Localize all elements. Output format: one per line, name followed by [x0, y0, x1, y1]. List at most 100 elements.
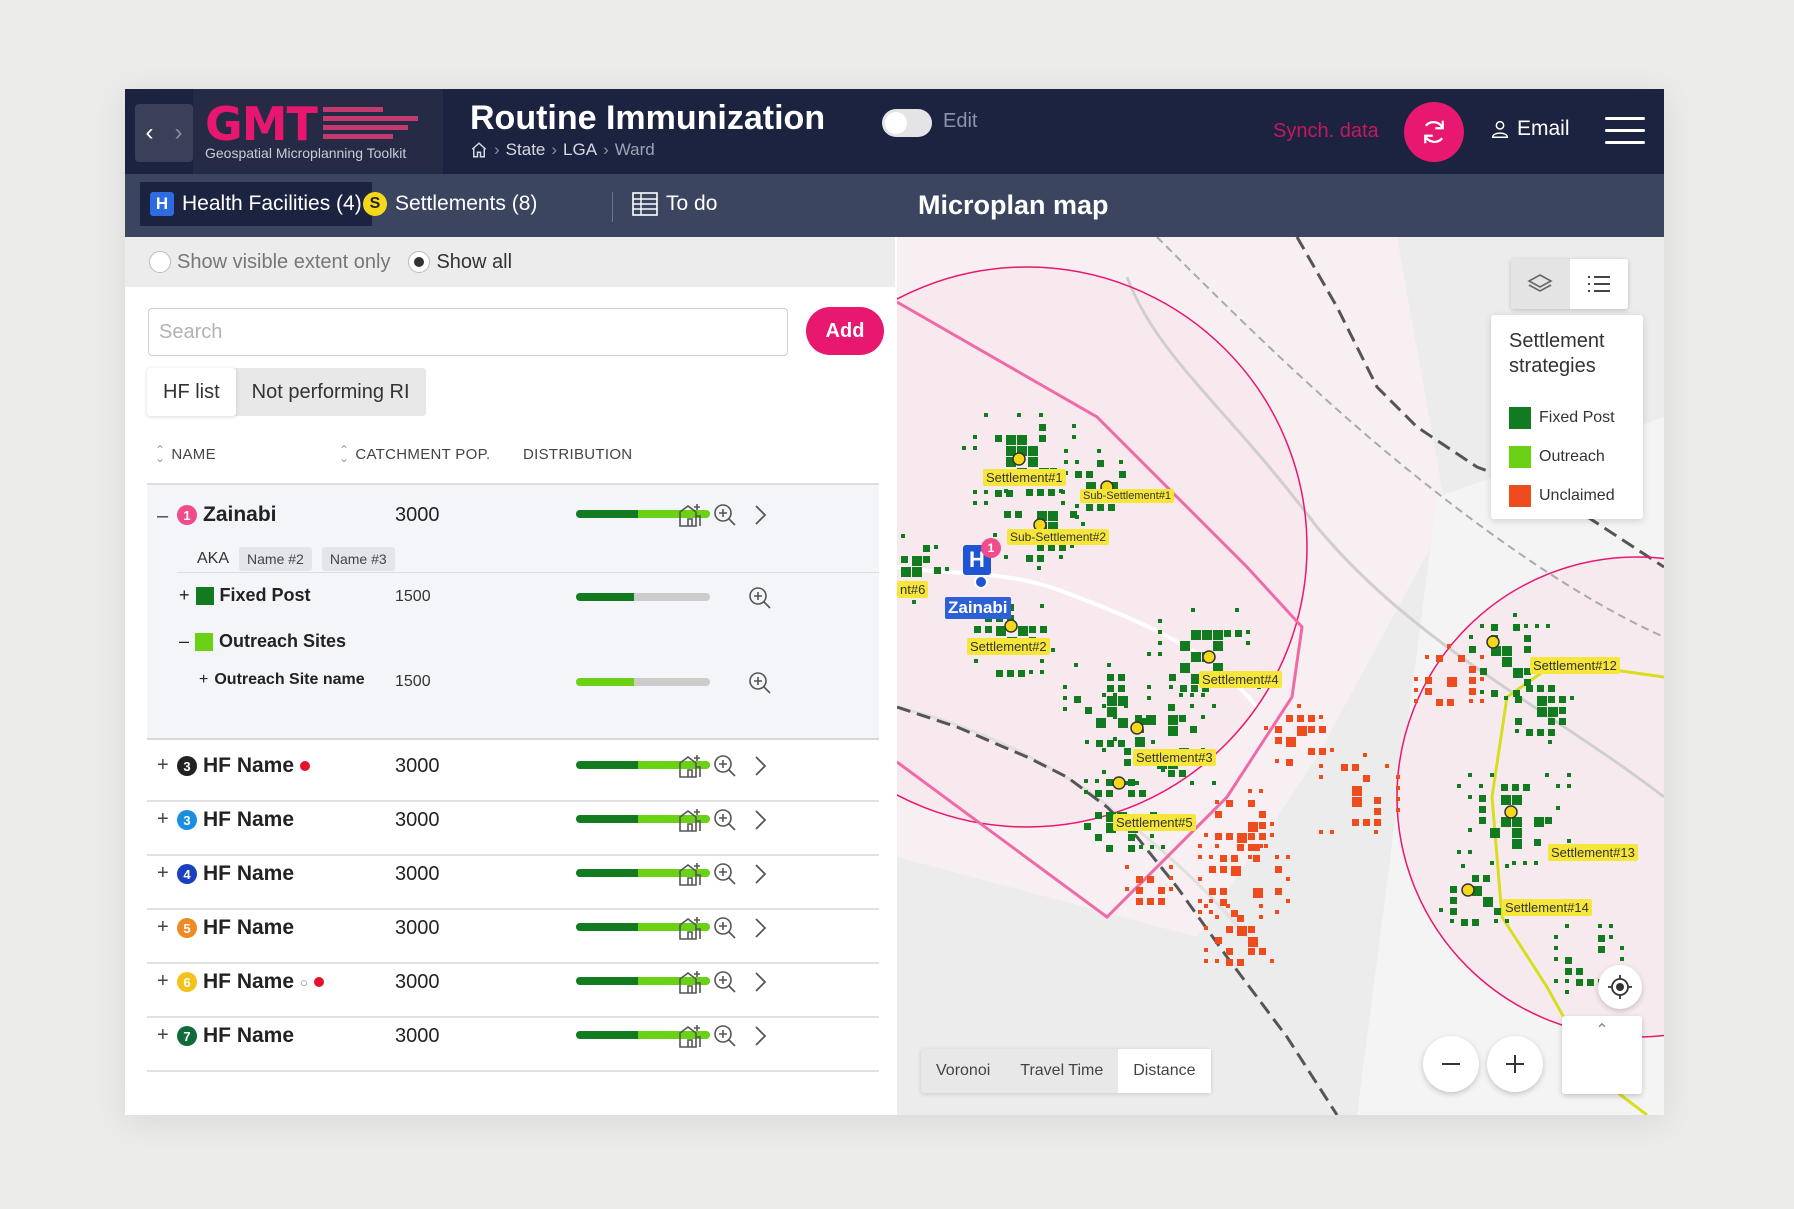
map-label-selected[interactable]: Zainabi	[945, 597, 1011, 619]
user-menu[interactable]: Email	[1489, 117, 1570, 141]
tab-settlements[interactable]: S Settlements (8)	[353, 182, 547, 226]
forward-arrow-icon[interactable]: ›	[174, 119, 183, 146]
map-label[interactable]: Settlement#1	[983, 469, 1066, 486]
back-arrow-icon[interactable]: ‹	[145, 119, 154, 146]
table-row-expanded[interactable]: – 1 Zainabi 3000 AKA Name #2 Name #3 + F…	[147, 485, 879, 740]
tab-health-facilities[interactable]: H Health Facilities (4)	[140, 182, 372, 226]
settlement-centroid-icon[interactable]	[1012, 452, 1026, 466]
breadcrumb-state[interactable]: State	[505, 140, 546, 159]
map-label[interactable]: Settlement#12	[1530, 657, 1620, 674]
expand-icon[interactable]: +	[157, 916, 169, 938]
layers-button[interactable]	[1511, 259, 1570, 309]
settlement-centroid-icon[interactable]	[1112, 776, 1126, 790]
chevron-right-icon[interactable]	[747, 807, 773, 833]
facility-house-icon[interactable]	[677, 807, 703, 833]
table-row[interactable]: +5 HF Name 3000	[147, 902, 879, 964]
settlement-cell	[1501, 784, 1508, 791]
chevron-right-icon[interactable]	[747, 753, 773, 779]
zoom-in-icon[interactable]	[712, 1023, 738, 1049]
expand-panel-button[interactable]: ⌃	[1562, 1016, 1642, 1094]
zoom-in-icon[interactable]	[712, 861, 738, 887]
settlement-cell	[1226, 959, 1233, 966]
facility-house-icon[interactable]	[677, 1023, 703, 1049]
chevron-right-icon[interactable]	[747, 861, 773, 887]
settlement-centroid-icon[interactable]	[1486, 635, 1500, 649]
settlement-centroid-icon[interactable]	[1130, 721, 1144, 735]
table-row[interactable]: +7 HF Name 3000	[147, 1010, 879, 1072]
expand-icon[interactable]: +	[179, 585, 190, 605]
chevron-right-icon[interactable]	[747, 969, 773, 995]
search-input[interactable]	[148, 308, 788, 356]
map-label[interactable]: Settlement#13	[1548, 844, 1638, 861]
map-label[interactable]: Sub-Settlement#1	[1080, 489, 1175, 503]
zoom-in-button[interactable]	[1487, 1036, 1543, 1092]
chevron-right-icon[interactable]	[747, 915, 773, 941]
facility-house-icon[interactable]	[677, 753, 703, 779]
facility-house-icon[interactable]	[677, 969, 703, 995]
settlement-cell	[1598, 924, 1602, 928]
table-row[interactable]: +3 HF Name 3000	[147, 794, 879, 856]
zoom-in-icon[interactable]	[712, 753, 738, 779]
facility-number-badge: 5	[177, 918, 197, 938]
tab-todo[interactable]: To do	[622, 182, 727, 226]
breadcrumb-lga[interactable]: LGA	[563, 140, 598, 159]
locate-button[interactable]	[1598, 965, 1642, 1009]
column-name[interactable]: ⌃ ⌄ NAME	[155, 443, 216, 465]
facility-house-icon[interactable]	[677, 502, 703, 528]
column-catchment[interactable]: ⌃ ⌄ CATCHMENT POP.	[339, 443, 491, 465]
zoom-in-icon[interactable]	[747, 670, 773, 696]
mode-distance[interactable]: Distance	[1118, 1049, 1211, 1093]
zoom-in-icon[interactable]	[712, 969, 738, 995]
map-label[interactable]: Settlement#14	[1502, 899, 1592, 916]
settlement-centroid-icon[interactable]	[1202, 650, 1216, 664]
radio-show-all[interactable]: Show all	[408, 251, 512, 274]
collapse-icon[interactable]: –	[179, 631, 190, 651]
fixed-post-row[interactable]: + Fixed Post	[179, 585, 311, 606]
facility-house-icon[interactable]	[677, 915, 703, 941]
collapse-icon[interactable]: –	[157, 505, 169, 527]
zoom-in-icon[interactable]	[712, 807, 738, 833]
legend-button[interactable]	[1569, 259, 1628, 309]
hamburger-menu-icon[interactable]	[1605, 117, 1645, 147]
logo[interactable]: GMT Geospatial Microplanning Toolkit	[193, 89, 443, 174]
chevron-right-icon[interactable]	[747, 502, 773, 528]
segment-hf-list[interactable]: HF list	[147, 368, 236, 416]
expand-icon[interactable]: +	[199, 671, 209, 688]
map-view[interactable]: Settlement#1 Sub-Settlement#1 Sub-Settle…	[897, 237, 1664, 1115]
map-label[interactable]: Settlement#4	[1199, 671, 1282, 688]
outreach-sites-row[interactable]: – Outreach Sites	[179, 631, 346, 652]
map-label[interactable]: nt#6	[897, 581, 929, 598]
expand-icon[interactable]: +	[157, 1024, 169, 1046]
settlement-centroid-icon[interactable]	[1461, 883, 1475, 897]
table-row[interactable]: +4 HF Name 3000	[147, 848, 879, 910]
expand-icon[interactable]: +	[157, 754, 169, 776]
facility-house-icon[interactable]	[677, 861, 703, 887]
table-row[interactable]: +3 HF Name 3000	[147, 740, 879, 802]
map-label[interactable]: Settlement#3	[1133, 749, 1216, 766]
zoom-in-icon[interactable]	[712, 915, 738, 941]
outreach-site-row[interactable]: + Outreach Site name	[199, 671, 365, 689]
settlement-cell	[1095, 779, 1099, 783]
zoom-in-icon[interactable]	[747, 585, 773, 611]
settlement-centroid-icon[interactable]	[1004, 619, 1018, 633]
expand-icon[interactable]: +	[157, 808, 169, 830]
expand-icon[interactable]: +	[157, 970, 169, 992]
table-row[interactable]: +6 HF Name ○ 3000	[147, 956, 879, 1018]
sync-button[interactable]	[1404, 102, 1464, 162]
radio-visible-extent[interactable]: Show visible extent only	[149, 251, 390, 274]
segment-not-performing[interactable]: Not performing RI	[251, 380, 410, 403]
map-label[interactable]: Settlement#5	[1113, 814, 1196, 831]
mode-voronoi[interactable]: Voronoi	[936, 1062, 991, 1079]
chevron-right-icon[interactable]	[747, 1023, 773, 1049]
settlement-cell	[1040, 626, 1047, 633]
expand-icon[interactable]: +	[157, 862, 169, 884]
settlement-centroid-icon[interactable]	[1504, 805, 1518, 819]
map-label[interactable]: Settlement#2	[967, 638, 1050, 655]
zoom-in-icon[interactable]	[712, 502, 738, 528]
home-icon[interactable]	[470, 141, 488, 159]
edit-toggle[interactable]	[882, 109, 932, 137]
mode-travel-time[interactable]: Travel Time	[1020, 1062, 1104, 1079]
zoom-out-button[interactable]	[1423, 1036, 1479, 1092]
add-button[interactable]: Add	[806, 307, 884, 355]
map-label[interactable]: Sub-Settlement#2	[1007, 529, 1110, 545]
